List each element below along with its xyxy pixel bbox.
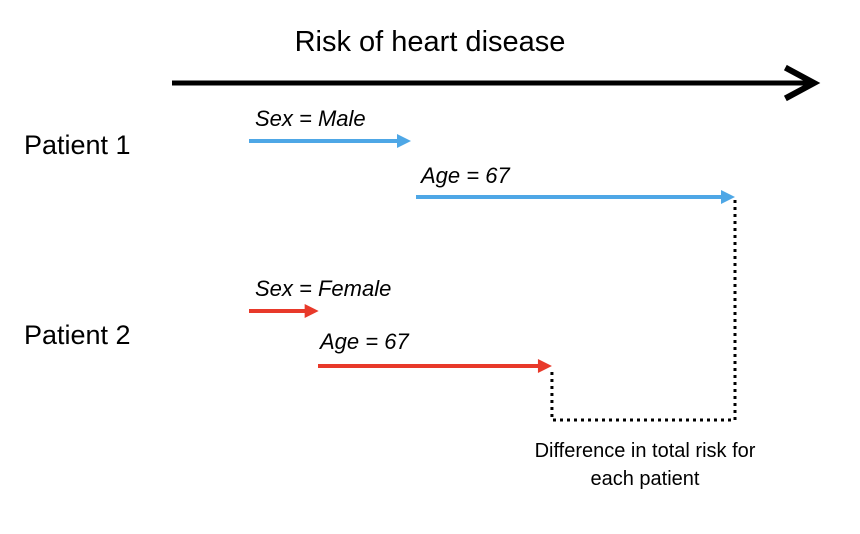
- patient-1-sex-arrowhead: [397, 134, 411, 148]
- axis-title: Risk of heart disease: [294, 26, 566, 58]
- risk-axis-arrowhead: [783, 64, 821, 102]
- patient-1-arrows: [249, 134, 735, 204]
- patient-1-age-label: Age = 67: [421, 163, 510, 188]
- patient-2-age-arrowhead: [537, 359, 552, 373]
- patient-1-label: Patient 1: [24, 130, 131, 160]
- patient-2-sex-arrowhead: [304, 304, 319, 318]
- difference-label: Difference in total risk for each patien…: [534, 440, 756, 490]
- patient-1-age-arrowhead: [721, 190, 735, 204]
- patient-2-sex-label: Sex = Female: [255, 276, 392, 301]
- patient-2-age-label: Age = 67: [320, 329, 409, 354]
- difference-bracket: [550, 200, 737, 422]
- patient-2-arrows: [249, 304, 552, 373]
- patient-2-label: Patient 2: [24, 320, 131, 350]
- patient-1-sex-label: Sex = Male: [255, 106, 366, 131]
